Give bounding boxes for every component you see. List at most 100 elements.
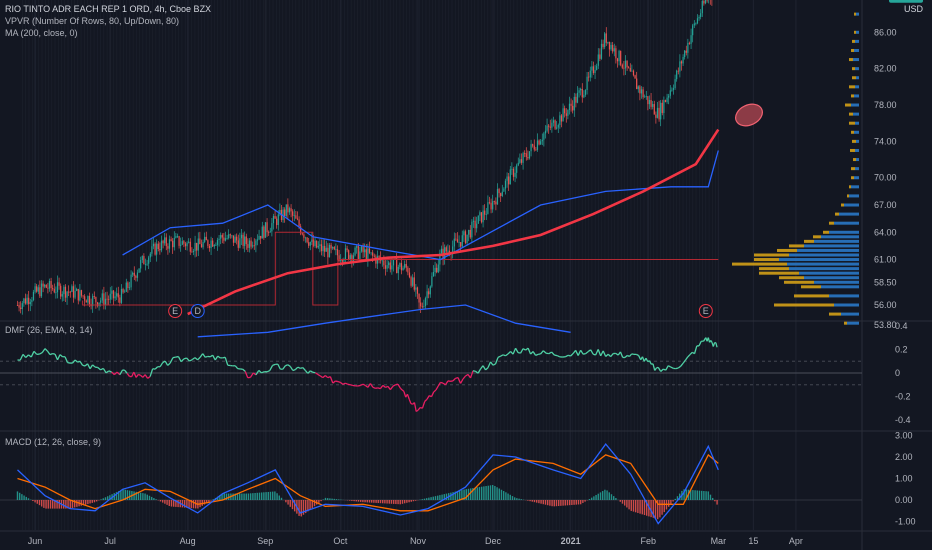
dmf-line-segment xyxy=(502,354,506,357)
dmf-line-segment xyxy=(522,348,526,351)
candle-body xyxy=(282,209,284,221)
macd-histogram-bar xyxy=(423,498,426,500)
macd-histogram-bar xyxy=(632,500,635,512)
vpvr-bar-up xyxy=(854,130,859,134)
candle-body xyxy=(52,287,54,289)
candle-body xyxy=(543,133,545,140)
dmf-line-segment xyxy=(687,354,691,358)
macd-histogram-bar xyxy=(106,496,109,500)
candle-body xyxy=(120,288,123,303)
macd-histogram-bar xyxy=(634,500,637,513)
candle-body xyxy=(431,276,433,287)
candle-body xyxy=(312,239,315,247)
macd-histogram-bar xyxy=(252,493,254,500)
macd-histogram-bar xyxy=(562,500,564,506)
macd-histogram-bar xyxy=(630,500,632,511)
candle-body xyxy=(652,104,654,107)
candle-body xyxy=(69,291,71,293)
candle-body xyxy=(637,86,639,90)
candle-body xyxy=(224,238,227,241)
candle-body xyxy=(136,272,139,278)
macd-histogram-bar xyxy=(302,500,305,515)
dmf-line-segment xyxy=(261,371,265,374)
candle-body xyxy=(650,100,652,107)
candle-body xyxy=(240,234,243,239)
macd-histogram-bar xyxy=(716,500,718,505)
candle-body xyxy=(533,145,535,150)
candle-body xyxy=(149,253,151,258)
dmf-line-segment xyxy=(437,382,442,387)
candle-body xyxy=(248,240,251,248)
candle-body xyxy=(607,41,609,43)
vpvr-bar-down xyxy=(851,48,854,52)
macd-histogram-bar xyxy=(274,491,276,500)
macd-histogram-bar xyxy=(531,500,533,502)
candle-body xyxy=(522,153,524,163)
macd-histogram-bar xyxy=(465,489,467,500)
candle-body xyxy=(64,286,67,298)
macd-histogram-bar xyxy=(604,489,606,500)
macd-histogram-bar xyxy=(397,500,399,505)
macd-histogram-bar xyxy=(509,494,511,500)
candle-body xyxy=(418,293,420,303)
dmf-line-segment xyxy=(490,361,494,366)
dmf-line-segment xyxy=(234,365,239,370)
candle-body xyxy=(519,159,521,163)
macd-tick: 1.00 xyxy=(895,474,913,484)
candle-body xyxy=(212,240,214,247)
candle-body xyxy=(524,153,526,154)
dmf-line-segment xyxy=(610,353,614,358)
candle-body xyxy=(300,226,302,234)
dmf-line-segment xyxy=(175,355,179,358)
dmf-line-segment xyxy=(324,375,329,379)
candle-body xyxy=(186,242,188,247)
vpvr-bar-down xyxy=(847,194,849,198)
candle-body xyxy=(184,243,187,247)
candle-body xyxy=(413,277,415,290)
macd-histogram-bar xyxy=(577,500,580,505)
macd-histogram-bar xyxy=(432,496,434,500)
dmf-line-segment xyxy=(39,352,43,355)
candle-body xyxy=(548,125,550,127)
event-marker-label: D xyxy=(194,306,201,316)
candle-body xyxy=(576,92,579,103)
dmf-line-segment xyxy=(33,350,38,355)
candle-body xyxy=(55,292,57,293)
macd-histogram-bar xyxy=(181,500,184,508)
candle-body xyxy=(284,209,286,217)
x-axis-tick: Jul xyxy=(104,536,116,546)
candle-body xyxy=(170,239,172,241)
candle-body xyxy=(293,215,295,217)
macd-histogram-bar xyxy=(139,492,142,500)
vpvr-bar-up xyxy=(856,30,859,34)
candle-body xyxy=(400,263,403,271)
candle-body xyxy=(552,120,555,123)
vpvr-bar-up xyxy=(853,58,859,62)
candle-body xyxy=(455,238,457,240)
dmf-line-segment xyxy=(570,353,574,357)
candle-body xyxy=(456,239,459,243)
macd-histogram-bar xyxy=(670,500,672,505)
candle-body xyxy=(549,126,551,128)
macd-histogram-bar xyxy=(164,500,166,504)
candle-body xyxy=(498,189,500,194)
macd-histogram-bar xyxy=(89,500,91,504)
macd-histogram-bar xyxy=(489,485,492,500)
candle-body xyxy=(175,236,177,238)
macd-histogram-bar xyxy=(38,500,41,506)
macd-histogram-bar xyxy=(34,500,36,503)
vpvr-bar-up xyxy=(854,48,859,52)
dmf-line-segment xyxy=(675,367,679,370)
macd-histogram-bar xyxy=(153,498,155,500)
macd-histogram-bar xyxy=(689,489,692,500)
dmf-line-segment xyxy=(285,364,289,367)
dmf-line-segment xyxy=(462,375,467,380)
dmf-line-segment xyxy=(124,370,128,374)
candle-body xyxy=(29,302,31,305)
dmf-label: DMF (26, EMA, 8, 14) xyxy=(5,325,93,335)
x-axis-tick: Sep xyxy=(257,536,273,546)
candle-body xyxy=(344,248,347,260)
vpvr-bar-up xyxy=(847,321,859,325)
dmf-line-segment xyxy=(580,349,584,355)
